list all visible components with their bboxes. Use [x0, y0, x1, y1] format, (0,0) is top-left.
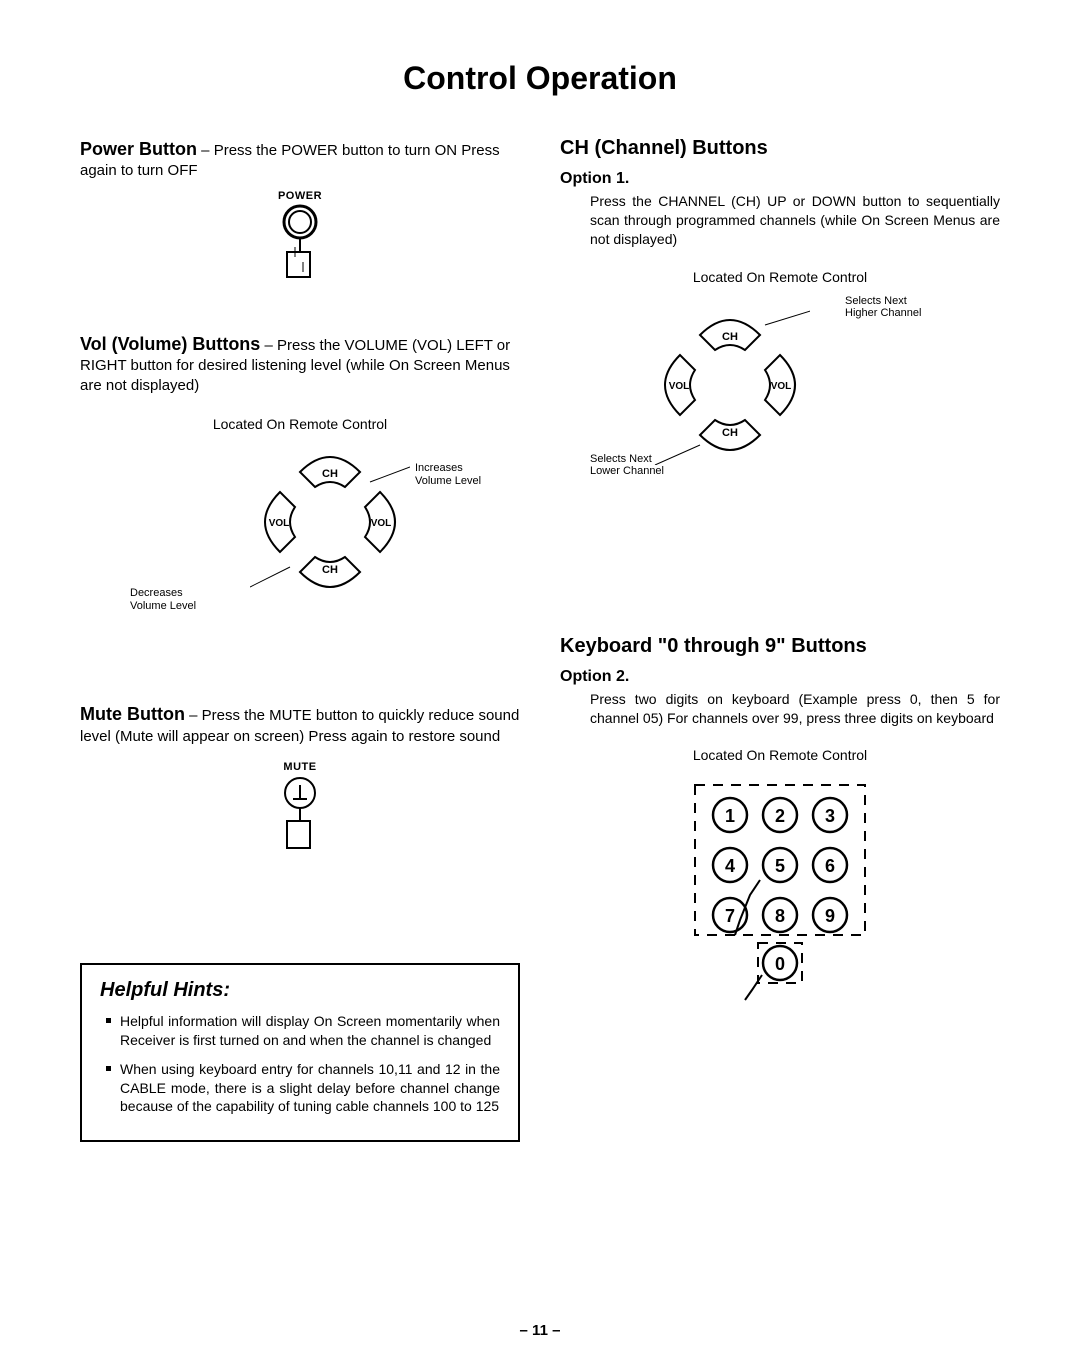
hint-item: When using keyboard entry for channels 1…: [100, 1060, 500, 1117]
svg-text:CH: CH: [722, 331, 738, 343]
keypad-heading: Keyboard "0 through 9" Buttons: [560, 635, 1000, 658]
volume-title: Vol (Volume) Buttons: [80, 334, 260, 354]
volume-section: Vol (Volume) Buttons – Press the VOLUME …: [80, 332, 520, 633]
svg-text:CH: CH: [722, 427, 738, 439]
svg-text:9: 9: [825, 906, 835, 926]
power-dash: –: [197, 142, 214, 159]
right-column: CH (Channel) Buttons Option 1. Press the…: [560, 137, 1000, 1142]
channel-heading: CH (Channel) Buttons: [560, 137, 1000, 160]
svg-text:2: 2: [775, 806, 785, 826]
channel-located: Located On Remote Control: [560, 269, 1000, 285]
keypad-located: Located On Remote Control: [560, 747, 1000, 763]
volume-dpad-diagram: CH CH VOL VOL Increases Volume Level Dec…: [130, 442, 470, 632]
channel-dpad-diagram: CH CH VOL VOL Selects Next Higher Channe…: [590, 295, 970, 495]
channel-option-label: Option 1.: [560, 170, 1000, 188]
svg-text:VOL: VOL: [771, 381, 792, 392]
page-title: Control Operation: [80, 60, 1000, 97]
volume-dash: –: [260, 337, 277, 354]
svg-text:6: 6: [825, 856, 835, 876]
keypad-section: Keyboard "0 through 9" Buttons Option 2.…: [560, 635, 1000, 1006]
hint-item: Helpful information will display On Scre…: [100, 1012, 500, 1050]
volume-annot-increase: Increases Volume Level: [415, 462, 481, 487]
channel-section: CH (Channel) Buttons Option 1. Press the…: [560, 137, 1000, 495]
svg-text:CH: CH: [322, 564, 338, 576]
svg-text:1: 1: [725, 806, 735, 826]
svg-text:VOL: VOL: [269, 518, 290, 529]
helpful-hints-box: Helpful Hints: Helpful information will …: [80, 963, 520, 1142]
svg-text:7: 7: [725, 906, 735, 926]
mute-title: Mute Button: [80, 704, 185, 724]
svg-text:CH: CH: [322, 468, 338, 480]
svg-text:4: 4: [725, 856, 735, 876]
svg-text:VOL: VOL: [371, 518, 392, 529]
svg-text:8: 8: [775, 906, 785, 926]
mute-section: Mute Button – Press the MUTE button to q…: [80, 702, 520, 853]
svg-text:5: 5: [775, 856, 785, 876]
dpad-icon: CH CH VOL VOL: [250, 442, 410, 602]
volume-annot-decrease: Decreases Volume Level: [130, 587, 196, 612]
svg-text:0: 0: [775, 954, 785, 974]
channel-annot-up: Selects Next Higher Channel: [845, 295, 921, 320]
hints-title: Helpful Hints:: [100, 979, 500, 1002]
keypad-diagram: 1 2 3 4 5 6 7 8 9 0: [560, 775, 1000, 1005]
svg-text:3: 3: [825, 806, 835, 826]
channel-text: Press the CHANNEL (CH) UP or DOWN button…: [560, 192, 1000, 249]
power-label: POWER: [278, 190, 322, 202]
keypad-option-label: Option 2.: [560, 668, 1000, 686]
mute-label: MUTE: [283, 761, 316, 773]
mute-icon: [275, 773, 325, 853]
volume-located: Located On Remote Control: [80, 416, 520, 432]
channel-annot-down: Selects Next Lower Channel: [590, 453, 664, 478]
mute-dash: –: [185, 707, 202, 724]
two-column-layout: Power Button – Press the POWER button to…: [80, 137, 1000, 1142]
page-number: – 11 –: [0, 1322, 1080, 1339]
power-title: Power Button: [80, 139, 197, 159]
power-icon: [275, 202, 325, 282]
left-column: Power Button – Press the POWER button to…: [80, 137, 520, 1142]
power-section: Power Button – Press the POWER button to…: [80, 137, 520, 282]
dpad-icon: CH CH VOL VOL: [650, 305, 810, 465]
mute-diagram: MUTE: [80, 761, 520, 853]
power-diagram: POWER: [80, 190, 520, 282]
keypad-text: Press two digits on keyboard (Example pr…: [560, 690, 1000, 728]
svg-text:VOL: VOL: [669, 381, 690, 392]
